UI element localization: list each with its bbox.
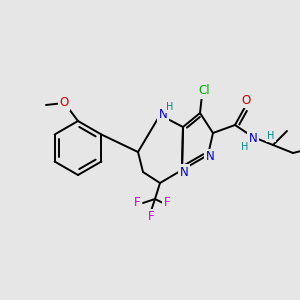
Text: H: H — [267, 131, 275, 141]
Text: N: N — [249, 133, 257, 146]
Text: F: F — [164, 196, 170, 209]
Text: F: F — [134, 196, 140, 209]
Text: N: N — [159, 107, 167, 121]
Text: N: N — [180, 166, 188, 178]
Text: H: H — [166, 102, 174, 112]
Text: N: N — [206, 151, 214, 164]
Text: O: O — [242, 94, 250, 106]
Text: O: O — [59, 97, 69, 110]
Text: F: F — [148, 211, 154, 224]
Text: H: H — [241, 142, 249, 152]
Text: Cl: Cl — [198, 85, 210, 98]
